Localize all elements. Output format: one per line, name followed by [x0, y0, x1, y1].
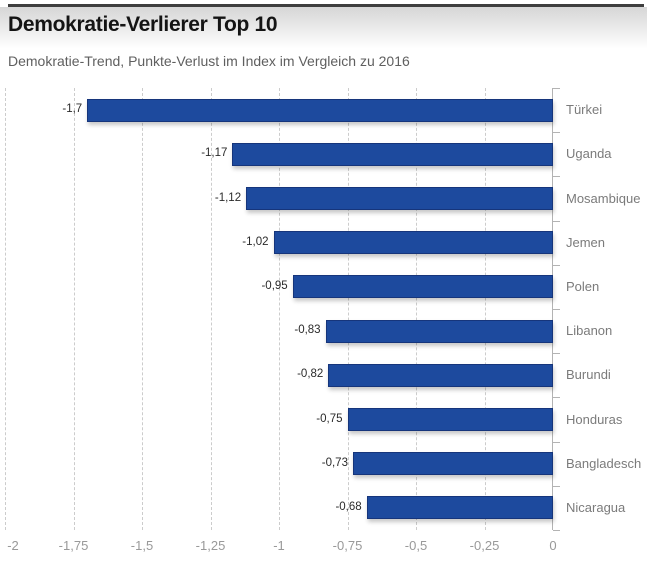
x-axis-tick-label: -1 [273, 538, 285, 553]
value-label-nicaragua: -0,68 [335, 500, 362, 513]
axis-tick [553, 441, 560, 443]
category-label-polen: Polen [566, 278, 600, 294]
x-axis-tick-label: -1,25 [195, 538, 226, 553]
gridline [73, 88, 75, 530]
gridline [279, 88, 280, 530]
header-gradient-band [0, 7, 647, 49]
bar-honduras [347, 408, 553, 431]
bar-jemen [273, 231, 553, 255]
value-label-jemen: -1,02 [242, 235, 269, 248]
top-rule-divider [8, 4, 644, 7]
gridline [142, 88, 143, 530]
plot-area: -1,7 Türkei -1,17 Uganda -1,12 Mosambique -1,0… [5, 88, 641, 553]
gridline [210, 88, 212, 530]
x-axis-tick-label: -1,75 [58, 538, 89, 553]
bar-t-rkei [87, 98, 553, 122]
gridline [484, 88, 486, 530]
category-label-bangladesch: Bangladesch [566, 455, 642, 471]
category-label-nicaragua: Nicaragua [566, 499, 626, 515]
axis-tick [553, 353, 560, 355]
category-label-burundi: Burundi [566, 367, 611, 383]
category-label-mosambique: Mosambique [566, 190, 641, 206]
x-axis-tick-label: 0 [549, 538, 557, 553]
value-label-polen: -0,95 [261, 279, 288, 292]
value-label-t-rkei: -1,7 [62, 103, 83, 116]
bar-nicaragua [366, 496, 553, 520]
axis-tick [553, 132, 560, 134]
bar-libanon [325, 319, 553, 343]
bar-burundi [328, 363, 553, 387]
x-axis-tick-label: -1,5 [130, 538, 154, 553]
value-label-uganda: -1,17 [201, 147, 228, 160]
value-label-honduras: -0,75 [316, 412, 343, 425]
chart-title: Demokratie-Verlierer Top 10 [8, 13, 278, 36]
axis-tick [553, 397, 560, 399]
axis-tick [553, 530, 560, 531]
axis-tick [553, 485, 560, 487]
value-label-bangladesch: -0,73 [321, 456, 348, 469]
bar-uganda [232, 142, 553, 166]
x-axis-tick-label: -2 [7, 538, 19, 553]
axis-tick [553, 176, 560, 178]
axis-tick [553, 88, 560, 89]
chart-subtitle: Demokratie-Trend, Punkte-Verlust im Inde… [8, 53, 410, 69]
bar-polen [292, 275, 553, 299]
x-axis-tick-label: -0,75 [332, 538, 363, 553]
axis-tick [553, 220, 560, 222]
gridline [5, 88, 6, 530]
axis-tick [553, 309, 560, 310]
category-label-t-rkei: Türkei [566, 102, 603, 118]
bar-bangladesch [352, 452, 553, 476]
category-label-jemen: Jemen [566, 234, 606, 250]
category-label-honduras: Honduras [566, 411, 623, 427]
x-axis-tick-label: -0,25 [469, 538, 500, 553]
value-label-mosambique: -1,12 [214, 191, 242, 204]
zero-axis-line [552, 88, 553, 530]
bar-mosambique [246, 187, 553, 210]
axis-tick [553, 264, 560, 266]
category-label-uganda: Uganda [566, 146, 612, 162]
gridline [416, 88, 417, 530]
value-label-burundi: -0,82 [297, 368, 324, 381]
x-axis-tick-label: -0,5 [404, 538, 428, 553]
value-label-libanon: -0,83 [294, 324, 321, 337]
gridline [347, 88, 349, 530]
category-label-libanon: Libanon [566, 323, 613, 339]
